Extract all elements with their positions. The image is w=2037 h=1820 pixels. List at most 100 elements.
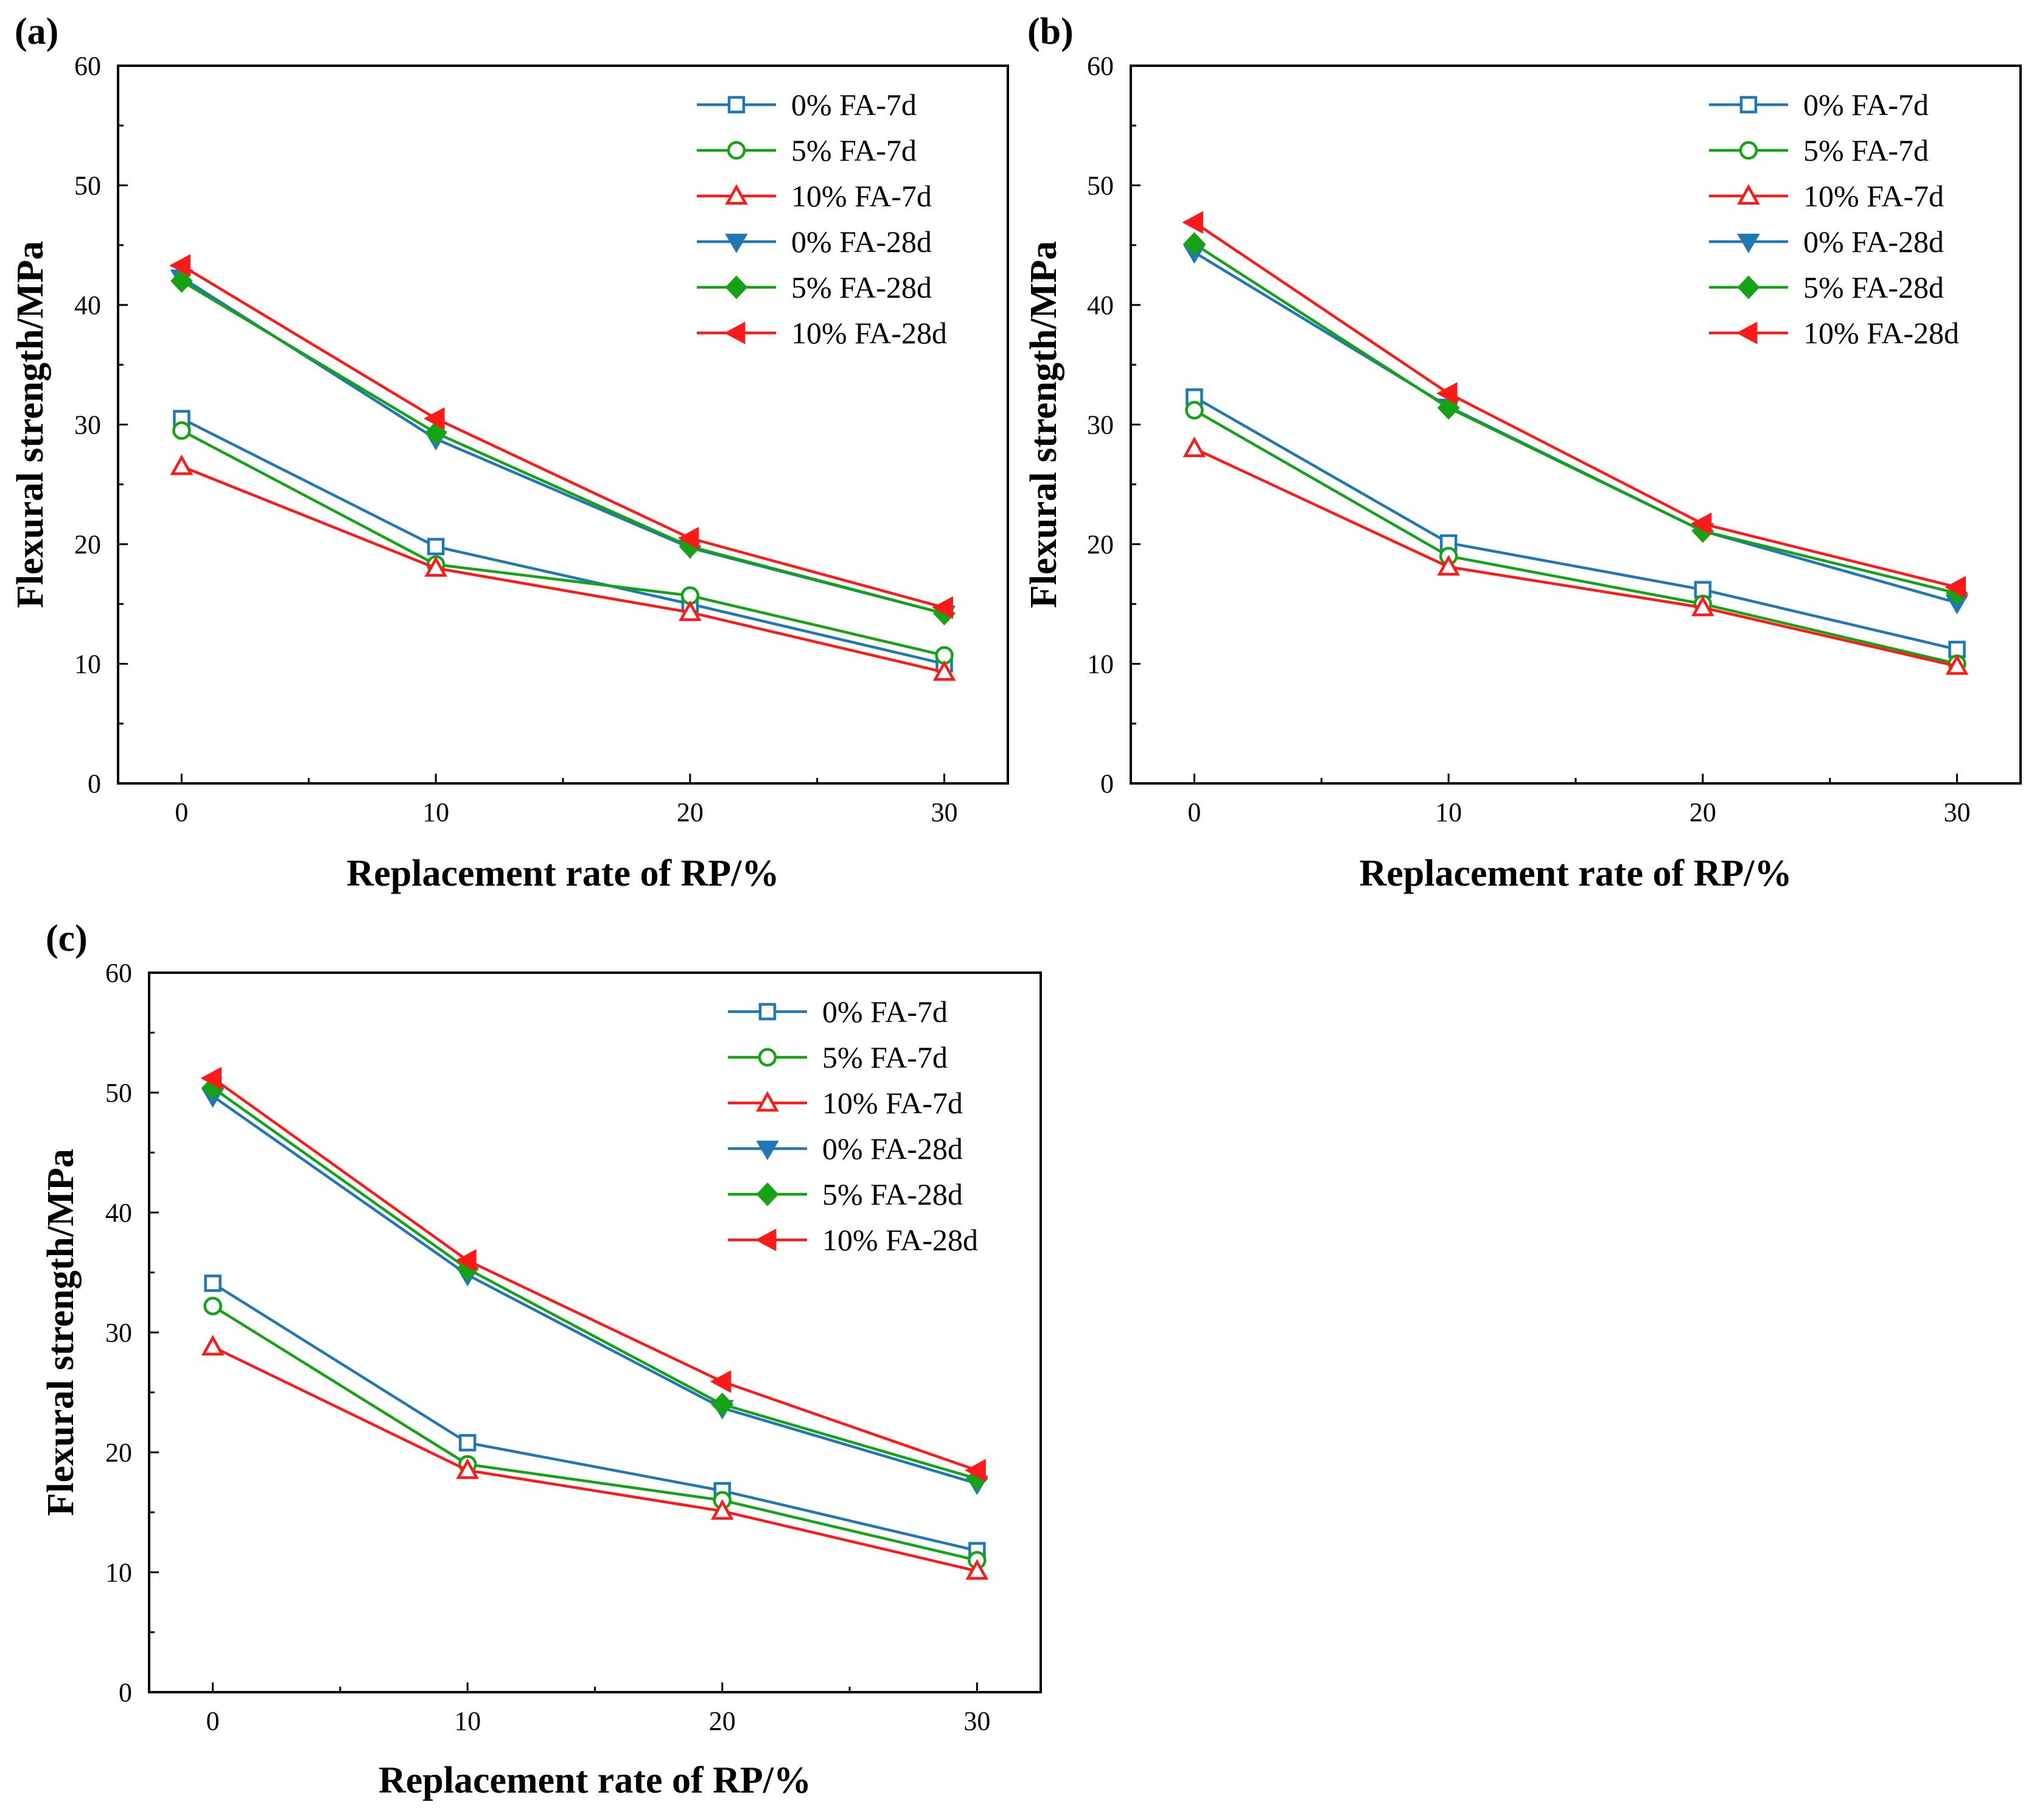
legend-item: 0% FA-7d xyxy=(697,88,917,122)
legend-item: 0% FA-28d xyxy=(728,1132,963,1166)
y-tick-label: 30 xyxy=(74,410,101,440)
data-point xyxy=(1944,576,1966,599)
y-tick-label: 50 xyxy=(74,171,101,201)
y-tick-label: 50 xyxy=(1087,171,1114,201)
legend-marker xyxy=(725,184,748,205)
x-tick-label: 30 xyxy=(931,797,958,827)
legend-item: 5% FA-7d xyxy=(728,1040,948,1074)
series-line xyxy=(212,1304,977,1562)
legend: 0% FA-7d 5% FA-7d 10% FA-7d 0% FA-28d 5% FA-… xyxy=(1709,88,1959,350)
data-point xyxy=(1183,436,1206,458)
legend-label: 5% FA-28d xyxy=(1803,270,1944,304)
series-line xyxy=(1193,242,1958,595)
data-point xyxy=(1691,595,1714,617)
series-line xyxy=(1193,251,1958,604)
series-0-fa-7d xyxy=(1186,388,1966,659)
y-axis: 0 10 20 30 40 50 60 xyxy=(1087,51,1141,799)
legend-label: 0% FA-28d xyxy=(1803,225,1944,259)
y-axis: 0 10 20 30 40 50 60 xyxy=(74,51,128,799)
panel-label: (c) xyxy=(46,918,88,959)
y-tick-label: 10 xyxy=(1087,649,1114,679)
series-line xyxy=(1193,396,1958,651)
y-tick-label: 10 xyxy=(74,649,101,679)
legend-item: 10% FA-28d xyxy=(1709,316,1959,350)
plot-frame xyxy=(117,65,1009,785)
legend-item: 10% FA-7d xyxy=(1709,179,1944,213)
x-axis-title: Replacement rate of RP/% xyxy=(1359,853,1792,894)
data-point xyxy=(679,600,702,621)
legend-label: 0% FA-28d xyxy=(822,1132,963,1166)
plot-frame xyxy=(1130,65,2022,785)
chart-panel-b: 0 10 20 30 40 50 60 0 10 20 30 Replacement rate of … xyxy=(1023,11,2022,894)
legend-item: 5% FA-7d xyxy=(697,133,917,167)
data-point xyxy=(1690,512,1712,536)
data-point xyxy=(1437,555,1460,576)
y-axis-title: Flexural strength/MPa xyxy=(10,241,51,608)
legend-item: 10% FA-28d xyxy=(728,1223,978,1257)
legend-marker xyxy=(1739,141,1758,160)
y-axis-title: Flexural strength/MPa xyxy=(1023,241,1064,608)
legend-item: 5% FA-28d xyxy=(697,270,932,304)
data-point xyxy=(424,407,445,430)
legend-item: 10% FA-7d xyxy=(697,179,932,213)
legend-label: 5% FA-7d xyxy=(791,133,917,167)
legend-marker xyxy=(756,1091,779,1112)
x-axis: 0 10 20 30 xyxy=(1187,774,1971,827)
x-tick-label: 10 xyxy=(1435,797,1462,827)
series-10-fa-28d xyxy=(1182,211,1966,599)
y-tick-label: 0 xyxy=(88,769,101,799)
series-5-fa-7d xyxy=(172,421,954,665)
data-point xyxy=(932,596,954,619)
y-tick-label: 50 xyxy=(105,1078,132,1108)
legend-label: 5% FA-7d xyxy=(1803,133,1929,167)
data-point xyxy=(1183,232,1206,256)
y-tick-label: 60 xyxy=(105,958,132,988)
legend-label: 0% FA-7d xyxy=(822,995,948,1029)
data-point xyxy=(204,1274,222,1292)
data-point xyxy=(170,269,193,293)
legend-label: 0% FA-28d xyxy=(791,225,932,259)
data-point xyxy=(455,1249,477,1272)
legend-marker xyxy=(1737,184,1760,205)
legend-marker xyxy=(756,1182,779,1206)
data-point xyxy=(965,1458,986,1482)
legend-label: 10% FA-7d xyxy=(791,179,932,213)
panel-label: (b) xyxy=(1027,11,1074,52)
series-line xyxy=(181,279,945,615)
series-line xyxy=(181,465,945,674)
legend-item: 0% FA-28d xyxy=(1709,225,1944,259)
y-tick-label: 40 xyxy=(1087,290,1114,320)
x-tick-label: 20 xyxy=(677,797,704,827)
data-point xyxy=(170,454,194,475)
series-10-fa-28d xyxy=(200,1066,986,1482)
x-tick-label: 30 xyxy=(1944,797,1971,827)
series-line xyxy=(212,1095,977,1485)
x-axis: 0 10 20 30 xyxy=(206,1682,990,1736)
series-line xyxy=(181,264,945,609)
y-tick-label: 30 xyxy=(105,1318,132,1348)
data-point xyxy=(711,1392,734,1416)
y-axis-title: Flexural strength/MPa xyxy=(40,1149,82,1516)
legend-item: 0% FA-7d xyxy=(1709,88,1929,122)
x-tick-label: 30 xyxy=(963,1706,990,1736)
x-tick-label: 10 xyxy=(422,797,449,827)
x-tick-label: 10 xyxy=(454,1706,481,1736)
series-line xyxy=(212,1345,977,1573)
data-point xyxy=(201,1335,225,1356)
legend-marker xyxy=(725,275,748,299)
legend-marker xyxy=(758,1003,777,1021)
panel-label: (a) xyxy=(15,11,58,52)
legend-label: 0% FA-7d xyxy=(1803,88,1929,122)
series-line xyxy=(1193,408,1958,665)
y-tick-label: 20 xyxy=(105,1438,132,1468)
legend: 0% FA-7d 5% FA-7d 10% FA-7d 0% FA-28d 5% FA-… xyxy=(728,995,978,1257)
data-point xyxy=(456,1458,480,1479)
legend-label: 10% FA-28d xyxy=(822,1223,978,1257)
y-axis: 0 10 20 30 40 50 60 xyxy=(105,958,159,1707)
legend-marker xyxy=(1739,96,1758,114)
legend-item: 10% FA-7d xyxy=(728,1086,963,1120)
x-tick-label: 20 xyxy=(709,1706,736,1736)
legend-item: 5% FA-28d xyxy=(728,1177,963,1211)
legend-label: 5% FA-28d xyxy=(791,270,932,304)
legend-label: 10% FA-28d xyxy=(1803,316,1959,350)
